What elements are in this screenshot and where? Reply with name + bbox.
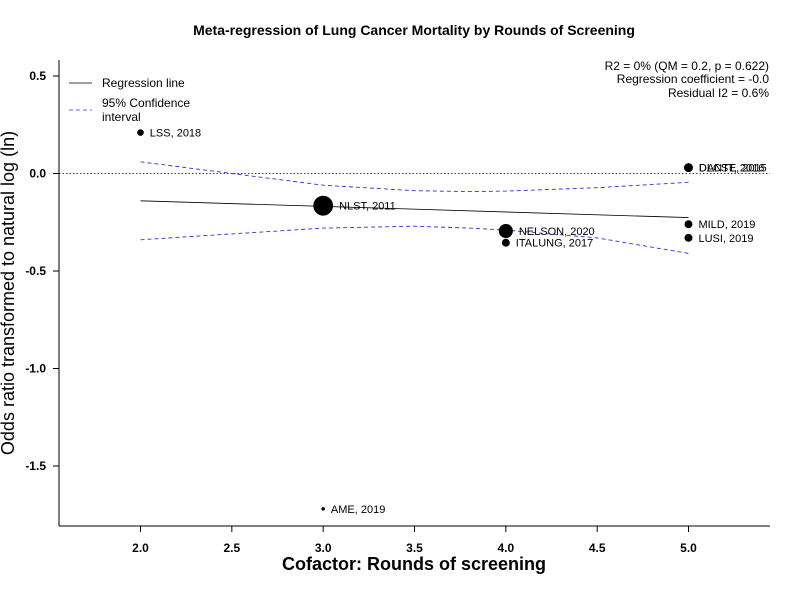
regression-line xyxy=(140,200,689,218)
stats-residual-i2: Residual I2 = 0.6% xyxy=(668,86,769,100)
data-point-label: NELSON, 2020 xyxy=(519,226,595,238)
x-tick-label: 2.5 xyxy=(223,541,240,555)
x-tick-label: 5.0 xyxy=(680,541,697,555)
y-tick-label: -1.0 xyxy=(25,362,46,376)
y-axis-label: Odds ratio transformed to natural log (l… xyxy=(0,131,18,455)
y-axis-ticks: 0.5 0.0 -0.5 -1.0 -1.5 xyxy=(25,69,59,473)
data-points xyxy=(137,129,693,511)
x-tick-label: 4.5 xyxy=(589,541,606,555)
chart-title: Meta-regression of Lung Cancer Mortality… xyxy=(193,22,635,38)
legend-ci-label-line1: 95% Confidence xyxy=(102,96,190,110)
y-tick-label: -0.5 xyxy=(25,264,46,278)
data-point-label: AME, 2019 xyxy=(331,504,385,516)
data-point-label: NLST, 2011 xyxy=(339,201,396,213)
data-point-label: LUSI, 2019 xyxy=(698,233,753,245)
data-labels: LSS, 2018 NLST, 2011 NELSON, 2020ITALUNG, … xyxy=(150,128,767,516)
data-point xyxy=(684,233,693,242)
legend-ci-label: 95% Confidence interval xyxy=(102,96,193,124)
legend-ci-label-line2: interval xyxy=(102,110,141,124)
x-tick-label: 2.0 xyxy=(132,541,149,555)
y-tick-label: -1.5 xyxy=(25,459,46,473)
regression-line-group xyxy=(140,200,689,218)
x-axis-label: Cofactor: Rounds of screening xyxy=(282,554,546,574)
x-axis-ticks: 2.0 2.5 3.0 3.5 4.0 4.5 5.0 xyxy=(132,526,697,555)
data-point-label: MILD, 2019 xyxy=(698,219,755,231)
data-point xyxy=(137,129,144,136)
legend: Regression line 95% Confidence interval xyxy=(69,76,193,124)
ci-lower-curve xyxy=(140,225,689,254)
x-tick-label: 3.0 xyxy=(315,541,332,555)
y-tick-label: 0.5 xyxy=(29,69,46,83)
data-point-label: LSS, 2018 xyxy=(150,128,201,140)
data-point xyxy=(684,163,693,173)
x-tick-label: 3.5 xyxy=(406,541,423,555)
confidence-interval xyxy=(140,161,689,254)
legend-regression-label: Regression line xyxy=(102,76,185,90)
data-point xyxy=(684,220,693,229)
data-point-label: ITALUNG, 2017 xyxy=(516,238,593,250)
stats-r2: R2 = 0% (QM = 0.2, p = 0.622) xyxy=(605,59,769,73)
data-point xyxy=(313,195,334,216)
data-point xyxy=(501,238,510,247)
stats-annotation: R2 = 0% (QM = 0.2, p = 0.622) Regression… xyxy=(605,59,770,100)
data-point-label: DANTE, 2015 xyxy=(699,163,767,175)
data-point-label: DLCST, 2016 xyxy=(699,163,764,175)
x-tick-label: 4.0 xyxy=(497,541,514,555)
ci-upper-curve xyxy=(140,161,689,193)
data-point xyxy=(321,507,325,511)
y-tick-label: 0.0 xyxy=(29,167,46,181)
stats-coefficient: Regression coefficient = -0.0 xyxy=(617,72,770,86)
data-point xyxy=(498,223,513,239)
